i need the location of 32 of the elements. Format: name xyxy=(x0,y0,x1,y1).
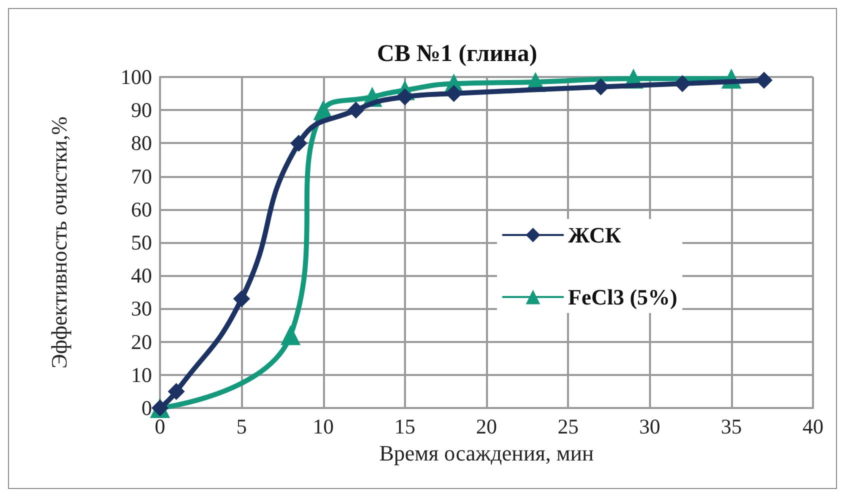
x-tick-label: 5 xyxy=(236,414,247,438)
y-tick-label: 20 xyxy=(131,330,152,354)
point xyxy=(290,134,308,152)
x-tick-label: 25 xyxy=(558,414,579,438)
legend-label: FeCl3 (5%) xyxy=(568,284,678,310)
y-tick-label: 50 xyxy=(131,230,152,254)
point xyxy=(592,78,610,96)
point xyxy=(233,290,250,308)
y-tick-label: 10 xyxy=(131,362,152,387)
legend-label: ЖСК xyxy=(568,222,622,248)
point xyxy=(280,325,301,346)
x-axis-title: Время осаждения, мин xyxy=(379,440,594,466)
x-tick-label: 30 xyxy=(639,414,660,438)
y-axis-title: Эффективность очистки,% xyxy=(46,116,72,369)
point xyxy=(347,102,364,119)
x-tick-label: 35 xyxy=(720,414,742,438)
point xyxy=(168,382,185,400)
y-tick-label: 0 xyxy=(142,396,152,420)
x-tick-label: 10 xyxy=(312,414,334,438)
x-tick-label: 40 xyxy=(802,414,824,438)
chart-title: СВ №1 (глина) xyxy=(377,41,538,67)
y-tick-label: 70 xyxy=(131,164,152,188)
point xyxy=(396,88,414,106)
y-tick-label: 60 xyxy=(131,197,152,222)
y-tick-label: 100 xyxy=(120,65,152,89)
y-tick-label: 90 xyxy=(131,98,152,122)
y-tick-label: 80 xyxy=(131,131,152,156)
x-tick-label: 15 xyxy=(394,414,416,438)
x-tick-label: 20 xyxy=(476,414,497,438)
point xyxy=(756,72,773,89)
y-tick-label: 40 xyxy=(131,264,152,288)
y-tick-label: 30 xyxy=(131,296,152,321)
